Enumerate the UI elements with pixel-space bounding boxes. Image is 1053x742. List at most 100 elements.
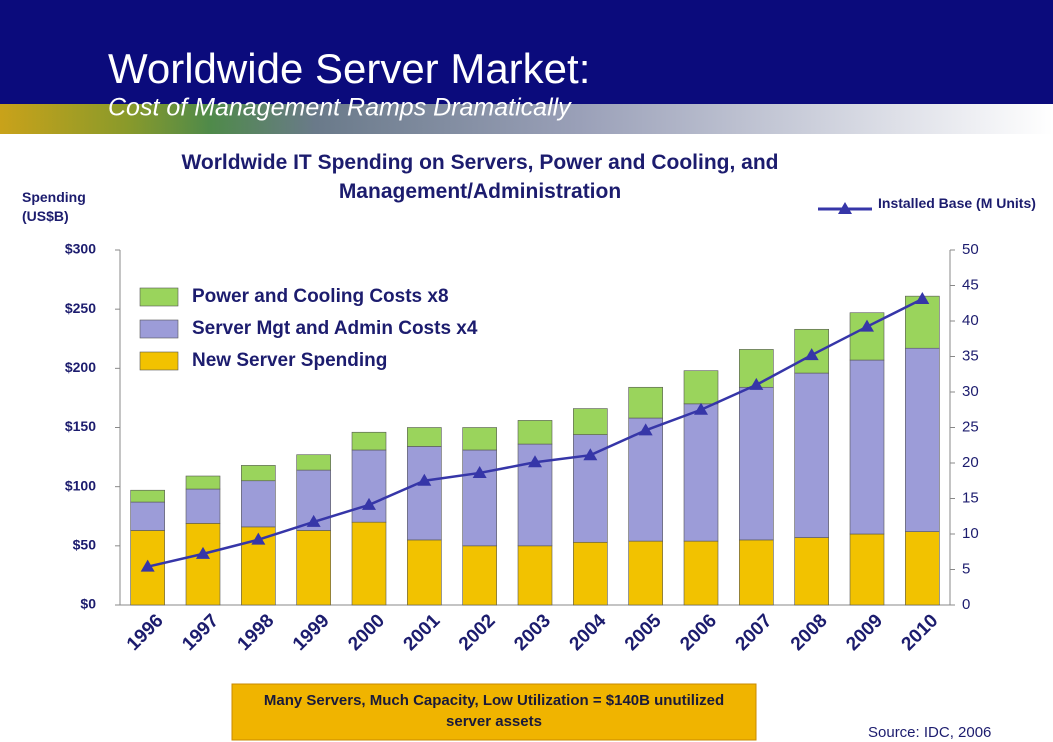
line-marker	[749, 377, 764, 390]
bar-segment	[462, 449, 497, 547]
x-tick-label: 2005	[621, 610, 666, 655]
bar-segment	[351, 431, 387, 451]
x-tick-label: 2001	[400, 610, 445, 655]
y2-tick-label: 45	[962, 276, 979, 293]
legend-label: New Server Spending	[192, 350, 387, 371]
bar-segment	[185, 523, 221, 606]
y2-tick-label: 5	[962, 560, 970, 577]
bar-segment	[462, 545, 497, 606]
line-marker	[804, 348, 819, 361]
line-marker	[638, 423, 653, 436]
y-tick-label: $300	[65, 241, 96, 257]
bar-segment	[683, 403, 719, 542]
bar-segment	[739, 539, 774, 606]
x-tick-label: 1996	[123, 610, 168, 655]
y-tick-label: $50	[73, 537, 97, 553]
y2-tick-label: 10	[962, 525, 979, 542]
bar-segment	[683, 540, 719, 606]
x-tick-label: 1999	[289, 610, 334, 655]
x-tick-label: 2008	[787, 610, 832, 655]
source: Source: IDC, 2006	[868, 724, 992, 741]
y2-tick-label: 40	[962, 312, 979, 329]
bar-segment	[296, 530, 331, 606]
bar-segment	[296, 454, 331, 471]
bar-segment	[628, 417, 663, 542]
x-tick-label: 2009	[842, 610, 887, 655]
y2-tick-label: 0	[962, 596, 970, 613]
y2-tick-label: 30	[962, 383, 979, 400]
header-strip	[0, 104, 1053, 134]
bar-segment	[407, 446, 442, 541]
legend-label: Server Mgt and Admin Costs x4	[192, 318, 478, 339]
bar-segment	[849, 359, 885, 535]
bar-segment	[628, 540, 663, 606]
x-tick-label: 2003	[510, 610, 555, 655]
bar-segment	[407, 539, 442, 606]
line-marker	[196, 546, 210, 559]
line-marker	[472, 465, 487, 478]
bar-segment	[130, 501, 165, 531]
bar-segment	[905, 531, 940, 606]
bar-segment	[573, 541, 608, 606]
bar-segment	[462, 427, 497, 451]
legend-swatch	[139, 319, 179, 339]
x-tick-label: 2007	[732, 610, 777, 655]
line-marker	[860, 319, 874, 332]
x-tick-label: 2002	[455, 610, 500, 655]
bar-segment	[185, 488, 221, 524]
x-tick-label: 1997	[178, 610, 223, 655]
y2-tick-label: 15	[962, 489, 979, 506]
annotation: Many Servers, Much Capacity, Low Utiliza…	[263, 692, 725, 730]
bar-segment	[573, 408, 608, 435]
y2-tick-label: 50	[962, 241, 979, 258]
line-marker	[583, 448, 598, 461]
legend-swatch	[139, 351, 179, 371]
bar-segment	[185, 475, 221, 490]
legend-label: Power and Cooling Costs x8	[192, 286, 449, 307]
bar-segment	[794, 537, 829, 606]
bar-segment	[130, 489, 165, 503]
x-tick-label: 2004	[566, 610, 611, 655]
line-marker	[306, 514, 321, 527]
y2-tick-label: 20	[962, 454, 979, 471]
bar-segment	[351, 449, 387, 523]
bar-segment	[739, 386, 774, 541]
annotation-box	[231, 683, 757, 741]
bar-segment	[351, 521, 387, 606]
x-tick-label: 2000	[344, 610, 389, 655]
y2-tick-label: 35	[962, 347, 979, 364]
line-marker	[362, 497, 376, 510]
bar-segment	[407, 427, 442, 447]
x-tick-label: 1998	[234, 610, 279, 655]
line-marker	[251, 532, 266, 545]
line-marker	[417, 473, 432, 486]
y-tick-label: $200	[65, 359, 96, 375]
bar-segment	[517, 545, 553, 606]
line-marker	[694, 402, 708, 415]
line-legend-label: Installed Base (M Units)	[878, 195, 1036, 211]
bar-segment	[241, 480, 276, 528]
bar-segment	[517, 420, 553, 445]
slide-title: Worldwide Server Market:	[108, 45, 590, 92]
y-tick-label: $0	[80, 596, 96, 612]
bar-segment	[849, 533, 885, 606]
line-marker	[915, 291, 930, 304]
y2-tick-label: 25	[962, 418, 979, 435]
x-tick-label: 2006	[676, 610, 721, 655]
bar-segment	[794, 372, 829, 538]
legend-marker	[838, 202, 852, 214]
x-tick-label: 2010	[898, 610, 943, 655]
bar-segment	[241, 465, 276, 482]
y-tick-label: $250	[65, 300, 96, 316]
line-marker	[528, 455, 542, 468]
header-band	[0, 0, 1053, 118]
bar-segment	[905, 347, 940, 532]
y-tick-label: $150	[65, 418, 96, 434]
chart-title: Worldwide IT Spending on Servers, Power …	[181, 151, 779, 203]
line-marker	[140, 559, 155, 572]
bar-segment	[628, 386, 663, 419]
y-axis-label: Spending (US$B)	[22, 189, 86, 224]
bar-segment	[905, 295, 940, 349]
